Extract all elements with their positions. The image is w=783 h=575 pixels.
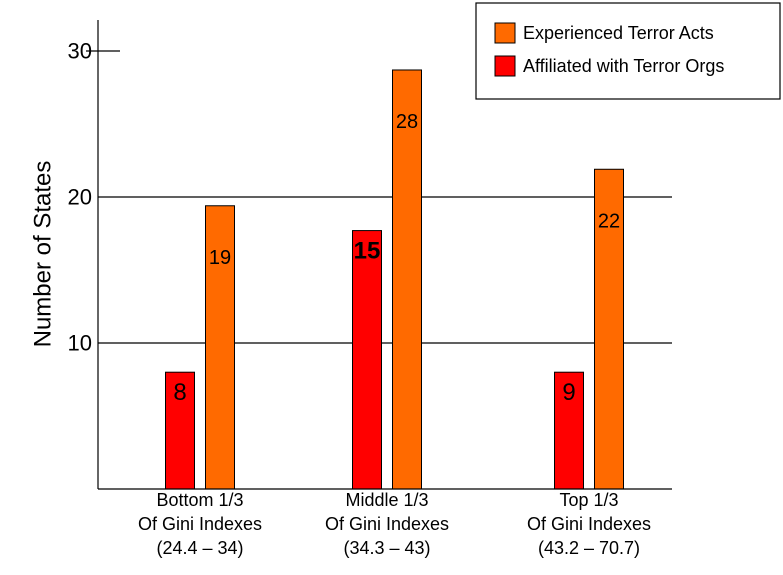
legend-label: Affiliated with Terror Orgs — [523, 56, 724, 76]
bar — [352, 230, 382, 490]
y-tick-label: 20 — [68, 185, 92, 210]
y-tick-label: 30 — [68, 39, 92, 64]
x-category-labels: Bottom 1/3 Of Gini Indexes (24.4 – 34) Midd… — [138, 490, 651, 558]
x-category-label: Bottom 1/3 Of Gini Indexes (24.4 – 34) — [138, 490, 262, 558]
data-label: 8 — [173, 379, 186, 406]
bar — [165, 371, 195, 490]
bar — [392, 69, 422, 490]
legend-label: Experienced Terror Acts — [523, 23, 714, 43]
data-label: 22 — [598, 210, 620, 232]
y-ticks: 10 20 30 — [68, 39, 120, 356]
legend-box — [475, 2, 781, 100]
y-tick-label: 10 — [68, 331, 92, 356]
bar — [554, 371, 584, 490]
gridlines — [98, 196, 672, 344]
bar — [205, 205, 235, 490]
x-category-label: Top 1/3 Of Gini Indexes (43.2 – 70.7) — [527, 490, 651, 558]
bar — [594, 168, 624, 490]
legend-swatch — [494, 55, 516, 77]
data-label: 9 — [562, 379, 575, 406]
bars: 8 15 9 19 28 22 — [165, 69, 624, 490]
x-category-label: Middle 1/3 Of Gini Indexes (34.3 – 43) — [325, 490, 449, 558]
data-label: 19 — [209, 247, 231, 269]
legend-swatch — [494, 22, 516, 44]
y-axis-label: Number of States — [29, 161, 56, 348]
data-label: 28 — [396, 111, 418, 133]
axes — [97, 20, 672, 490]
data-label: 15 — [354, 238, 381, 265]
legend: Experienced Terror Acts Affiliated with T… — [475, 2, 781, 100]
